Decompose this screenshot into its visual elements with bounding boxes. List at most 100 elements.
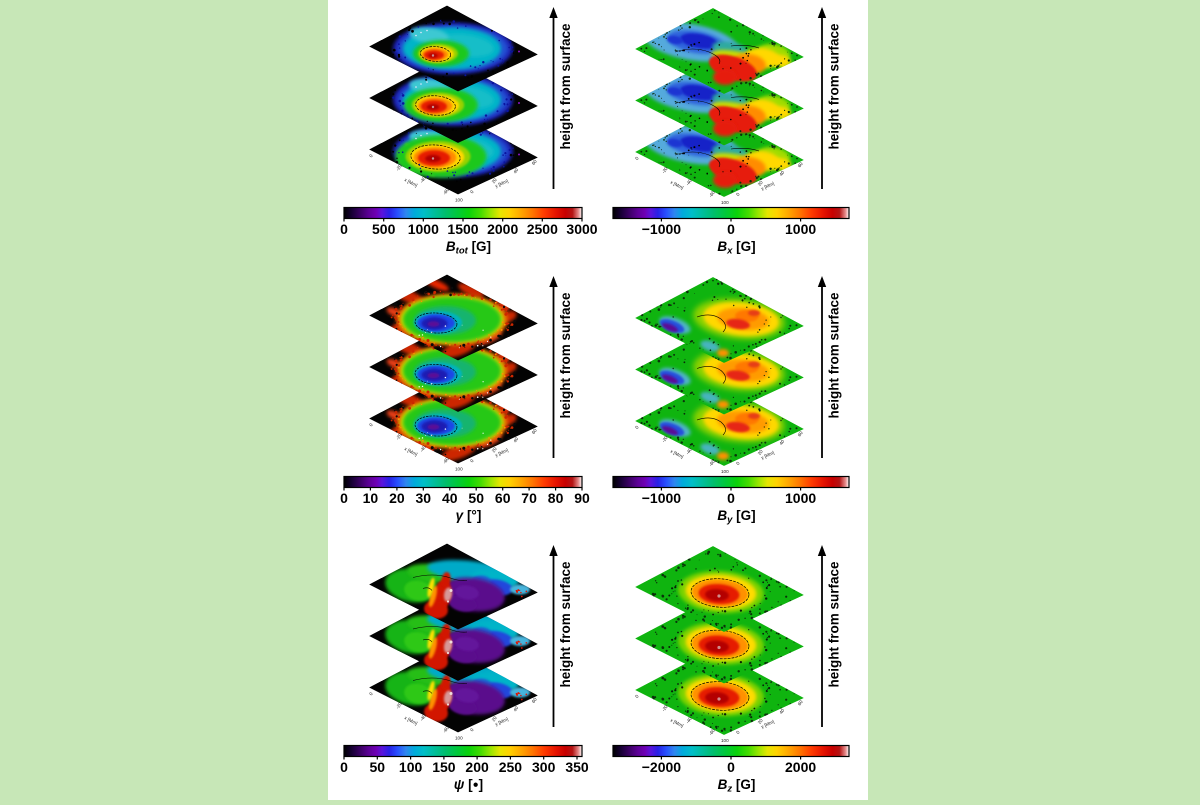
svg-text:y [Mm]: y [Mm] xyxy=(760,181,775,191)
svg-text:0: 0 xyxy=(368,691,374,696)
svg-text:0: 0 xyxy=(735,192,741,197)
svg-text:3000: 3000 xyxy=(566,221,597,237)
svg-text:60: 60 xyxy=(531,428,538,435)
svg-text:0: 0 xyxy=(727,490,735,506)
svg-text:x [Mm]: x [Mm] xyxy=(404,715,419,726)
svg-text:500: 500 xyxy=(372,221,396,237)
svg-text:height from surface: height from surface xyxy=(827,561,842,688)
svg-text:x [Mm]: x [Mm] xyxy=(670,718,685,729)
svg-text:20: 20 xyxy=(491,446,498,453)
svg-text:height from surface: height from surface xyxy=(827,23,842,150)
svg-text:y [Mm]: y [Mm] xyxy=(760,450,775,460)
svg-text:40: 40 xyxy=(512,436,519,443)
svg-text:−1000: −1000 xyxy=(642,221,682,237)
svg-text:1500: 1500 xyxy=(447,221,478,237)
svg-text:50: 50 xyxy=(370,759,386,775)
svg-text:Btot [G]: Btot [G] xyxy=(446,239,491,257)
svg-text:-60: -60 xyxy=(442,187,450,196)
svg-text:2500: 2500 xyxy=(527,221,558,237)
svg-text:-20: -20 xyxy=(661,166,669,175)
svg-text:60: 60 xyxy=(797,430,804,437)
svg-text:y [Mm]: y [Mm] xyxy=(494,178,509,188)
svg-text:20: 20 xyxy=(757,449,764,456)
svg-text:40: 40 xyxy=(512,167,519,174)
svg-text:-40: -40 xyxy=(685,716,693,725)
svg-text:0: 0 xyxy=(368,153,374,158)
svg-text:height from surface: height from surface xyxy=(558,292,573,419)
svg-text:-20: -20 xyxy=(395,432,403,441)
svg-text:20: 20 xyxy=(491,177,498,184)
svg-text:y [Mm]: y [Mm] xyxy=(494,716,509,726)
svg-text:x [Mm]: x [Mm] xyxy=(404,177,419,188)
svg-text:-20: -20 xyxy=(661,435,669,444)
svg-text:-20: -20 xyxy=(395,163,403,172)
svg-text:y [Mm]: y [Mm] xyxy=(494,447,509,457)
svg-text:40: 40 xyxy=(778,170,785,177)
svg-text:0: 0 xyxy=(340,759,348,775)
svg-text:100: 100 xyxy=(399,759,423,775)
svg-text:0: 0 xyxy=(735,730,741,735)
svg-text:0: 0 xyxy=(469,189,475,194)
svg-text:100: 100 xyxy=(455,736,463,741)
svg-text:0: 0 xyxy=(634,424,640,429)
svg-text:0: 0 xyxy=(469,458,475,463)
svg-text:y [Mm]: y [Mm] xyxy=(760,719,775,729)
svg-text:20: 20 xyxy=(389,490,405,506)
svg-text:Bx [G]: Bx [G] xyxy=(717,239,755,257)
svg-text:20: 20 xyxy=(757,718,764,725)
svg-text:2000: 2000 xyxy=(785,759,816,775)
svg-text:Bz [G]: Bz [G] xyxy=(718,777,756,795)
svg-text:60: 60 xyxy=(495,490,511,506)
svg-text:350: 350 xyxy=(565,759,589,775)
svg-text:By [G]: By [G] xyxy=(717,508,755,526)
svg-text:200: 200 xyxy=(465,759,489,775)
svg-text:70: 70 xyxy=(521,490,537,506)
svg-text:60: 60 xyxy=(797,699,804,706)
svg-text:300: 300 xyxy=(532,759,556,775)
svg-text:40: 40 xyxy=(512,705,519,712)
svg-text:40: 40 xyxy=(778,439,785,446)
svg-text:x [Mm]: x [Mm] xyxy=(670,449,685,460)
svg-text:2000: 2000 xyxy=(487,221,518,237)
svg-text:x [Mm]: x [Mm] xyxy=(670,180,685,191)
svg-text:60: 60 xyxy=(531,158,538,165)
svg-text:1000: 1000 xyxy=(785,490,816,506)
svg-text:-60: -60 xyxy=(708,728,716,737)
svg-text:10: 10 xyxy=(363,490,379,506)
svg-text:150: 150 xyxy=(432,759,456,775)
svg-text:-20: -20 xyxy=(661,704,669,713)
svg-text:-20: -20 xyxy=(395,701,403,710)
svg-text:30: 30 xyxy=(416,490,432,506)
svg-text:ψ [●]: ψ [●] xyxy=(454,777,483,792)
svg-text:-60: -60 xyxy=(442,725,450,734)
svg-text:0: 0 xyxy=(735,461,741,466)
svg-text:100: 100 xyxy=(721,200,729,205)
svg-text:0: 0 xyxy=(634,155,640,160)
svg-text:40: 40 xyxy=(442,490,458,506)
svg-text:−1000: −1000 xyxy=(642,490,682,506)
svg-text:0: 0 xyxy=(727,759,735,775)
svg-text:90: 90 xyxy=(574,490,590,506)
svg-text:-40: -40 xyxy=(419,713,427,722)
svg-text:height from surface: height from surface xyxy=(558,561,573,688)
svg-text:height from surface: height from surface xyxy=(827,292,842,419)
svg-text:0: 0 xyxy=(340,490,348,506)
svg-text:20: 20 xyxy=(757,179,764,186)
svg-text:-60: -60 xyxy=(708,459,716,468)
svg-text:0: 0 xyxy=(727,221,735,237)
svg-text:0: 0 xyxy=(469,727,475,732)
svg-text:1000: 1000 xyxy=(785,221,816,237)
svg-text:60: 60 xyxy=(797,161,804,168)
svg-text:x [Mm]: x [Mm] xyxy=(404,446,419,457)
svg-text:40: 40 xyxy=(778,708,785,715)
svg-text:0: 0 xyxy=(340,221,348,237)
svg-text:100: 100 xyxy=(721,469,729,474)
svg-text:20: 20 xyxy=(491,715,498,722)
svg-text:−2000: −2000 xyxy=(642,759,682,775)
svg-text:-40: -40 xyxy=(685,178,693,187)
svg-text:height from surface: height from surface xyxy=(558,23,573,150)
svg-text:-40: -40 xyxy=(685,447,693,456)
svg-text:0: 0 xyxy=(368,422,374,427)
svg-text:-60: -60 xyxy=(708,190,716,199)
svg-text:60: 60 xyxy=(531,697,538,704)
